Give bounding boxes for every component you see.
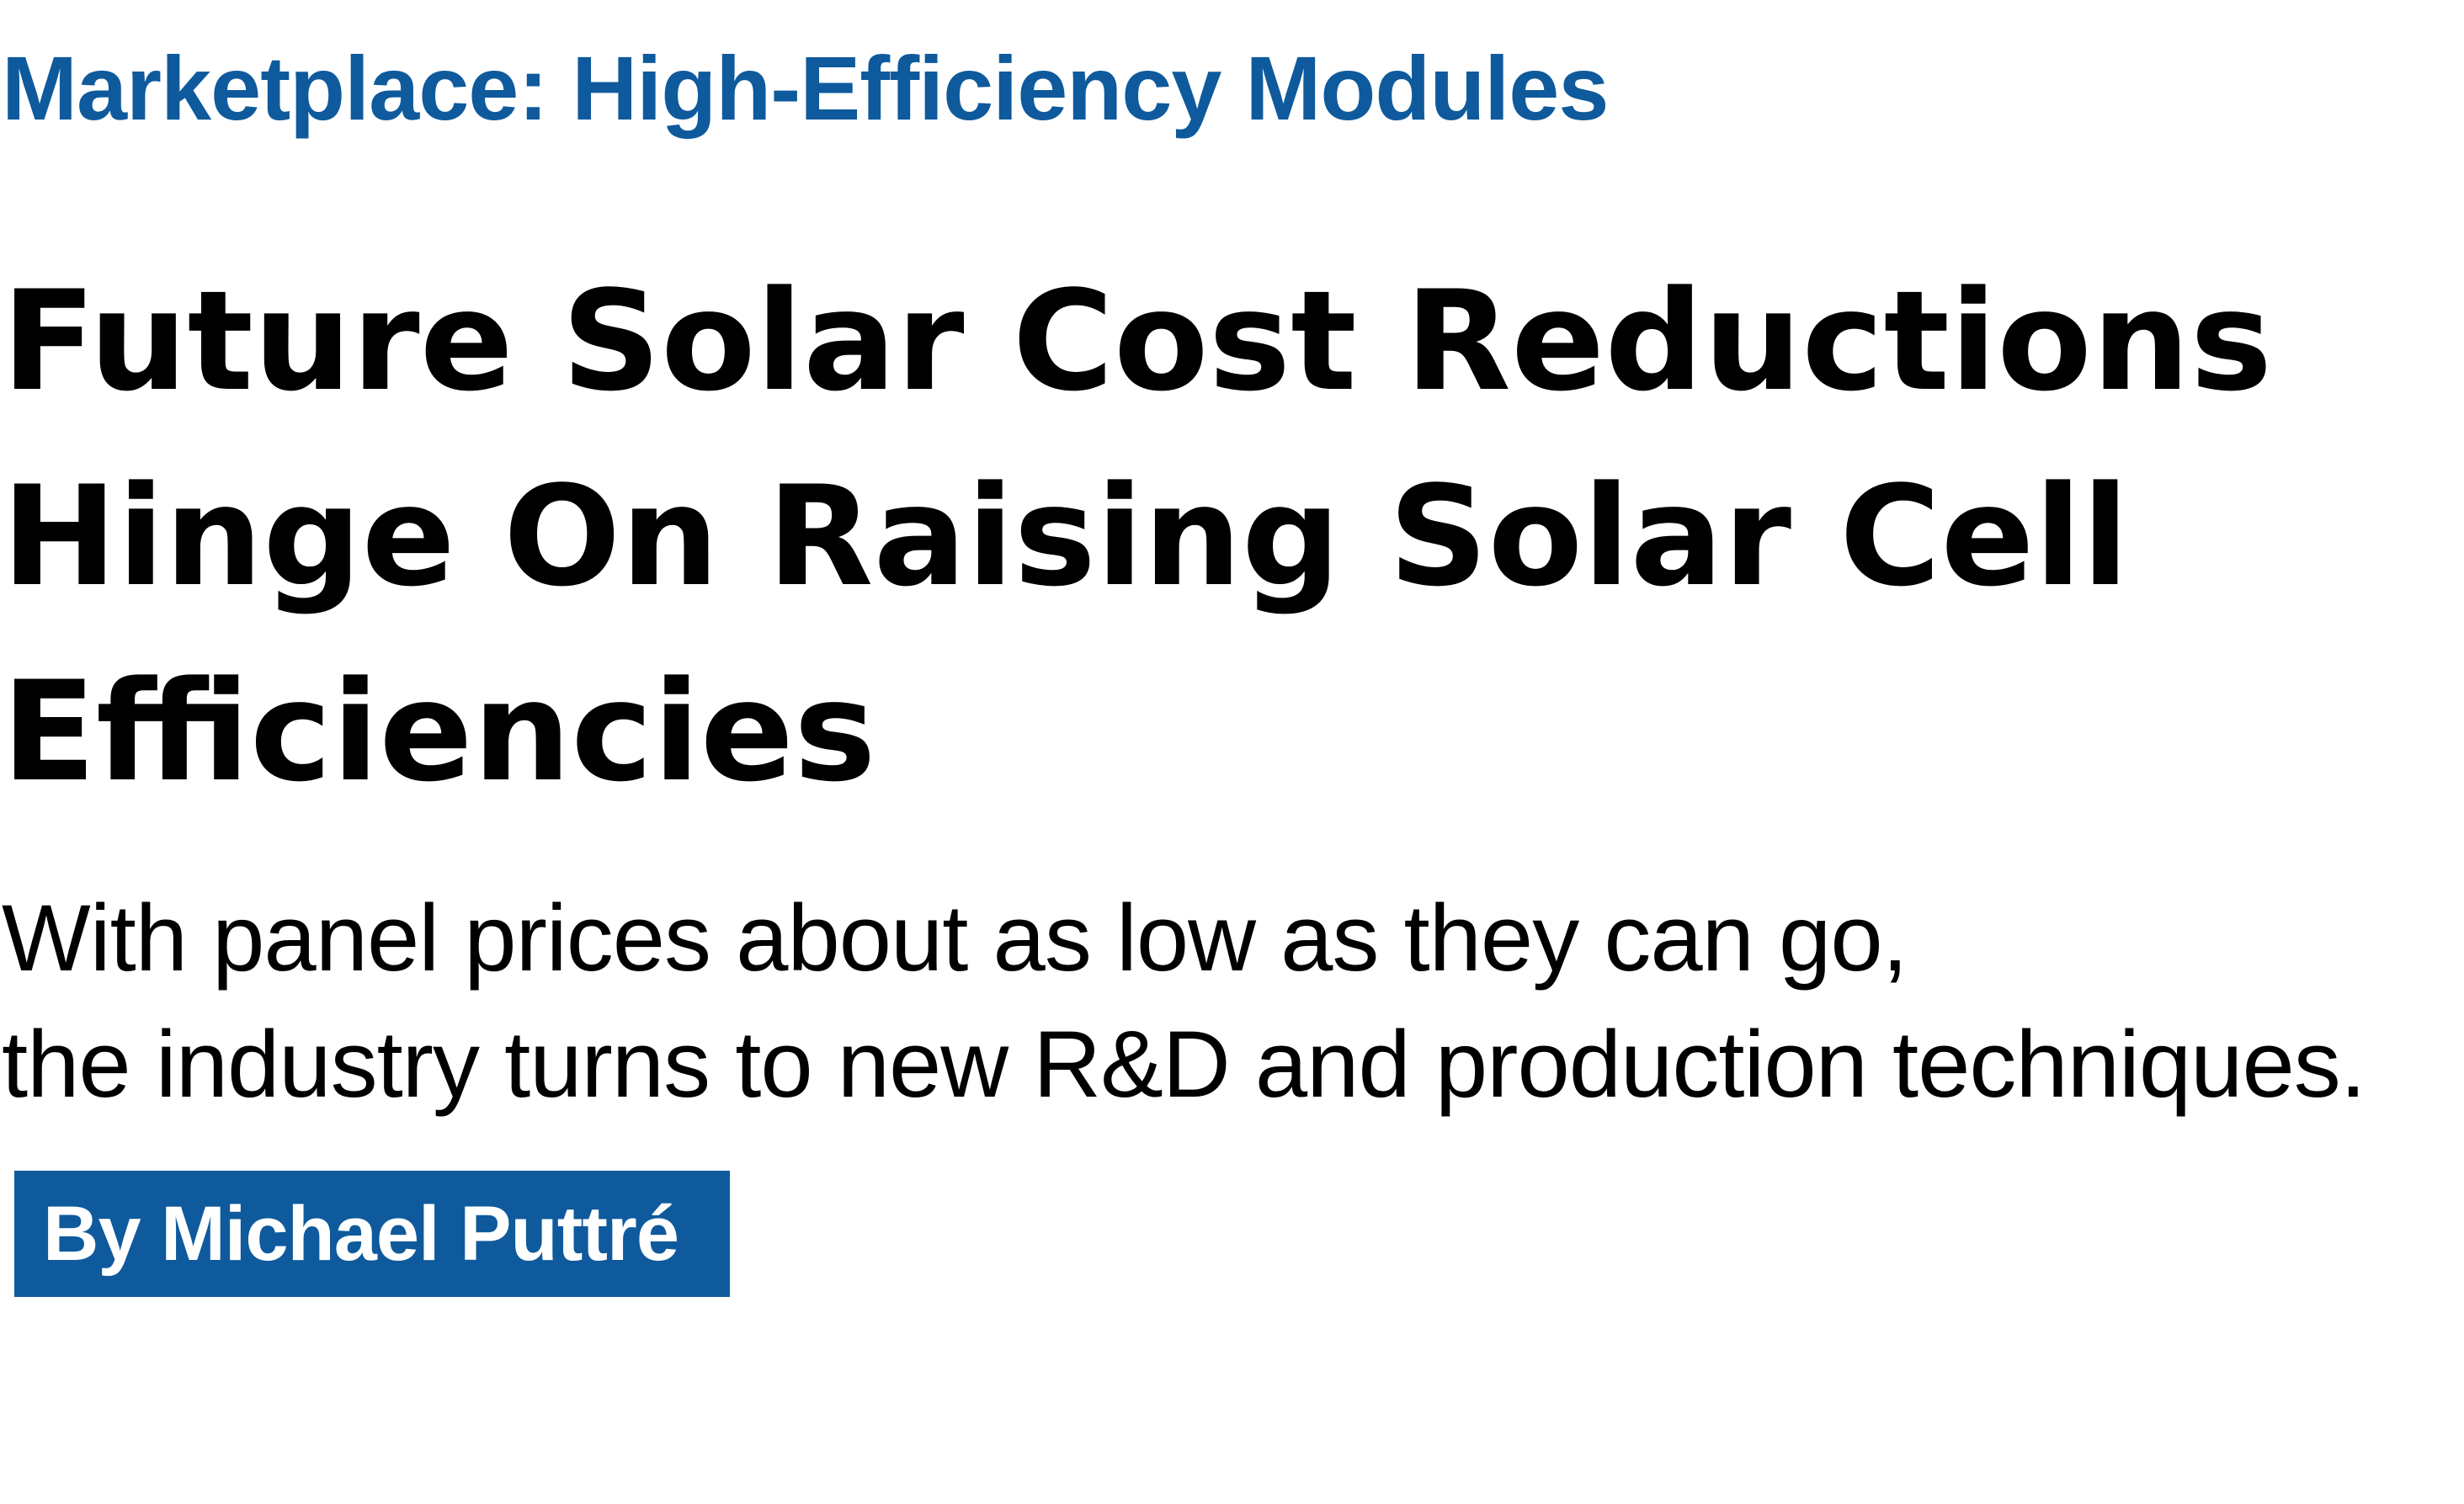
byline-author: By Michael Puttré (43, 1190, 679, 1277)
section-kicker: Marketplace: High-Efficiency Modules (2, 37, 1609, 139)
headline: Future Solar Cost Reductions Hinge On Ra… (2, 244, 2272, 830)
subheadline-deck: With panel prices about as low as they c… (2, 875, 2366, 1128)
byline-box: By Michael Puttré (14, 1171, 730, 1297)
headline-line: Efficiencies (2, 651, 876, 812)
deck-line: the industry turns to new R&D and produc… (2, 1012, 2366, 1117)
headline-line: Future Solar Cost Reductions (2, 261, 2273, 422)
headline-line: Hinge On Raising Solar Cell (2, 456, 2130, 617)
deck-line: With panel prices about as low as they c… (2, 885, 1908, 991)
